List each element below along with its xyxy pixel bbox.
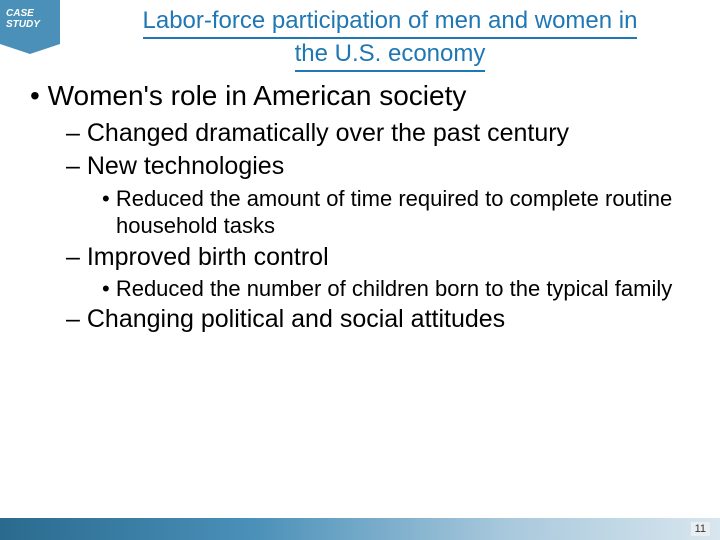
title-block: Labor-force participation of men and wom…	[80, 6, 700, 72]
title-line2: the U.S. economy	[295, 39, 486, 72]
bullet-lvl2: – New technologies	[66, 151, 700, 182]
case-study-badge: CASE STUDY	[0, 0, 60, 44]
bullet-text: Changing political and social attitudes	[87, 305, 505, 333]
bullet-marker: –	[66, 152, 87, 180]
bullet-marker: –	[66, 119, 87, 147]
bullet-lvl2: – Changed dramatically over the past cen…	[66, 118, 700, 149]
bullet-text: New technologies	[87, 152, 284, 180]
bullet-marker: •	[102, 186, 116, 211]
bullet-text: Reduced the amount of time required to c…	[116, 186, 672, 239]
badge-line2: STUDY	[6, 19, 56, 30]
bullet-lvl2: – Improved birth control	[66, 242, 700, 273]
bullet-marker: •	[102, 276, 116, 301]
footer-bar	[0, 518, 720, 540]
bullet-text: Changed dramatically over the past centu…	[87, 119, 569, 147]
bullet-lvl1: • Women's role in American society	[30, 80, 700, 112]
title-line1: Labor-force participation of men and wom…	[143, 6, 638, 39]
content-area: • Women's role in American society – Cha…	[30, 80, 700, 338]
slide-title: Labor-force participation of men and wom…	[80, 6, 700, 72]
bullet-lvl2: – Changing political and social attitude…	[66, 304, 700, 335]
bullet-text: Women's role in American society	[48, 80, 467, 111]
badge-line1: CASE	[6, 8, 56, 19]
bullet-lvl3: • Reduced the number of children born to…	[102, 275, 700, 303]
bullet-marker: –	[66, 243, 87, 271]
page-number: 11	[691, 522, 710, 536]
bullet-text: Improved birth control	[87, 243, 329, 271]
bullet-text: Reduced the number of children born to t…	[116, 276, 672, 301]
bullet-marker: –	[66, 305, 87, 333]
bullet-lvl3: • Reduced the amount of time required to…	[102, 185, 700, 240]
bullet-marker: •	[30, 80, 48, 111]
slide: CASE STUDY Labor-force participation of …	[0, 0, 720, 540]
